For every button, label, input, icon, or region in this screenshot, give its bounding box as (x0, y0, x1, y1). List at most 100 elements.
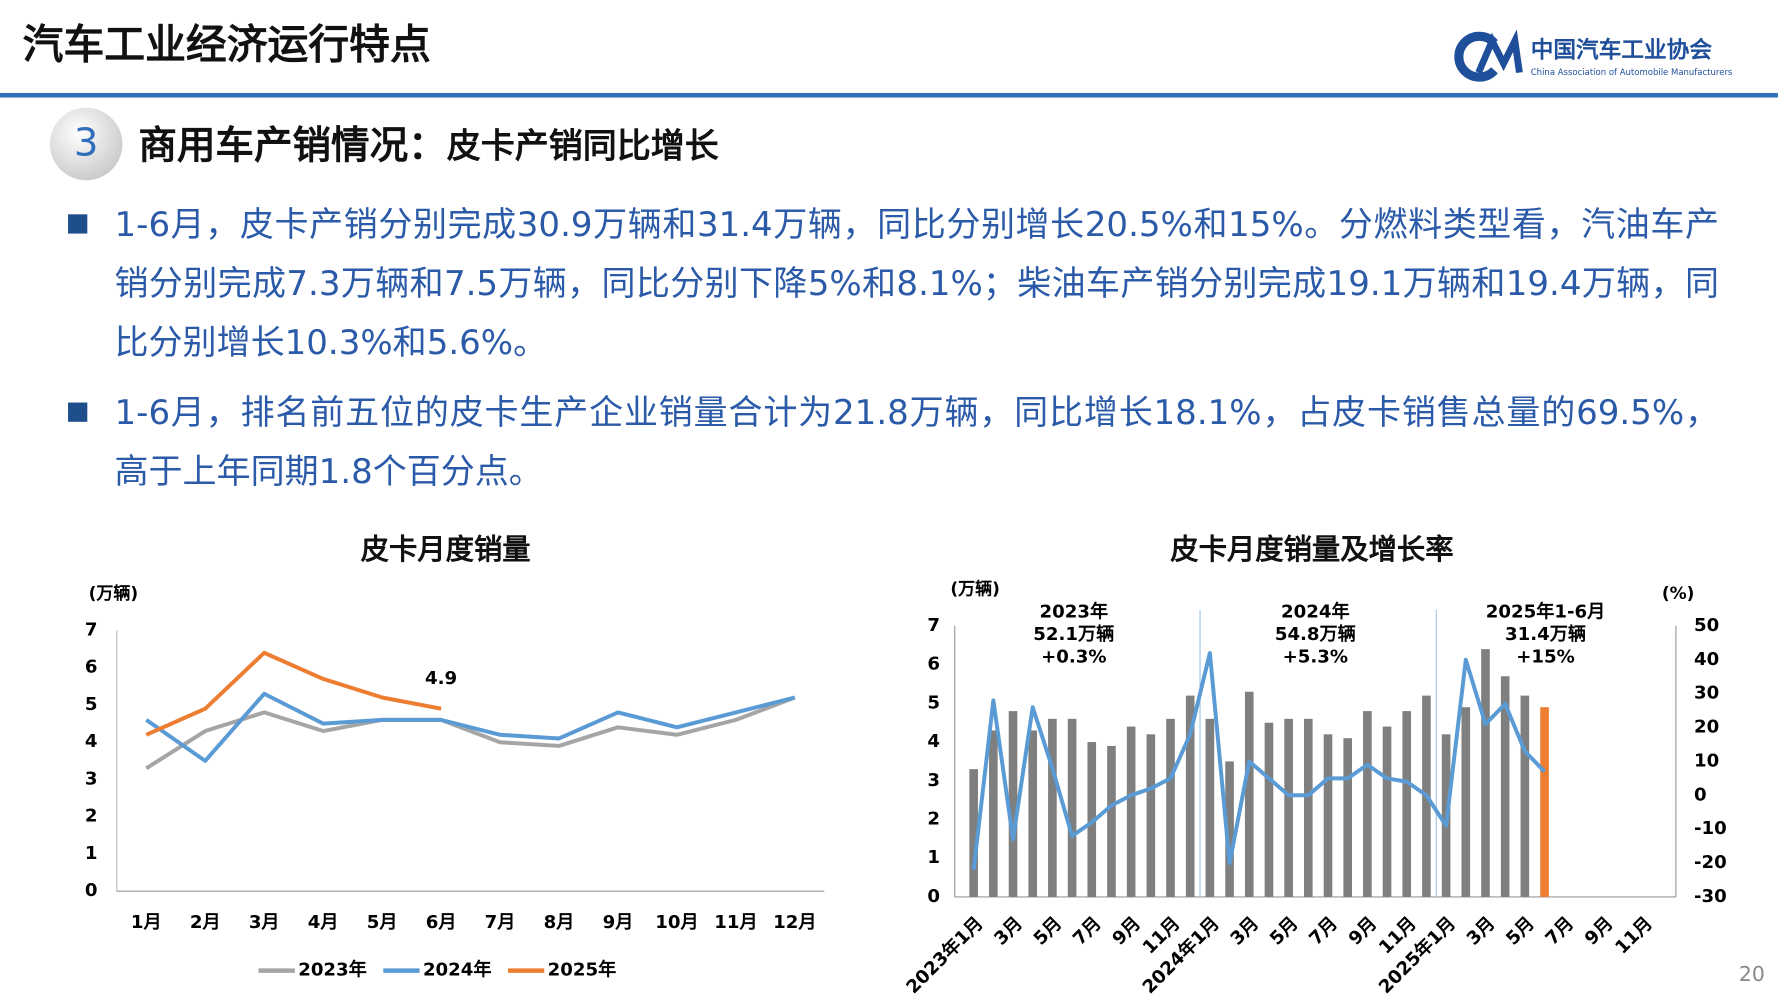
y-tick-label: 6 (927, 654, 940, 675)
x-tick-label: 5月 (367, 912, 398, 933)
bar (1402, 711, 1412, 897)
x-tick-label: 1月 (131, 912, 162, 933)
section-number: 3 (74, 121, 99, 166)
slide-title: 汽车工业经济运行特点 (23, 21, 431, 69)
section-heading: 商用车产销情况：皮卡产销同比增长 (138, 123, 718, 168)
y-axis-label: (万辆) (89, 583, 139, 604)
logo-m (1475, 29, 1523, 74)
x-tick-label: 3月 (1463, 913, 1500, 950)
x-tick-label: 7月 (1542, 913, 1579, 950)
heading-main: 商用车产销情况： (138, 123, 446, 168)
series-line (145, 650, 442, 737)
y2-tick-label: 0 (1694, 784, 1707, 805)
x-tick-label: 3月 (990, 913, 1027, 950)
x-tick-label: 11月 (1611, 913, 1657, 959)
bar (1107, 745, 1116, 897)
bar (1225, 761, 1234, 897)
x-tick-label: 10月 (655, 912, 698, 933)
x-tick-label: 3月 (1227, 913, 1264, 950)
x-tick-label: 4月 (308, 912, 339, 933)
bar (1126, 726, 1136, 897)
bar (1008, 711, 1018, 897)
bar (1067, 718, 1077, 897)
x-tick-label: 5月 (1502, 913, 1539, 950)
y2-tick-label: 50 (1694, 615, 1719, 636)
bullet-marker (68, 402, 88, 422)
y2-tick-label: 40 (1694, 649, 1719, 670)
y-tick-label: 4 (927, 731, 940, 752)
annotation: 2025年1-6月 (1486, 600, 1605, 622)
y-tick-label: 5 (927, 692, 940, 713)
bar (1264, 722, 1274, 897)
chart-title: 皮卡月度销量 (361, 533, 531, 566)
bar (1304, 718, 1313, 897)
bar (1087, 742, 1097, 897)
header-rule (0, 92, 1778, 98)
legend-label: 2025年 (548, 959, 617, 981)
chart-title: 皮卡月度销量及增长率 (1170, 533, 1453, 566)
annotation: 52.1万辆 (1033, 623, 1114, 645)
growth-line (971, 651, 1546, 871)
bar (1520, 695, 1530, 897)
x-tick-label: 7月 (1069, 913, 1106, 950)
x-tick-label: 2023年1月 (902, 912, 988, 998)
bar (1166, 718, 1175, 897)
x-tick-label: 11月 (714, 912, 757, 933)
y-tick-label: 2 (927, 808, 940, 829)
y-tick-label: 7 (85, 619, 98, 640)
bullet-text: 1-6月，皮卡产销分别完成30.9万辆和31.4万辆，同比分别增长20.5%和1… (114, 205, 1719, 363)
y-axis-label: (万辆) (950, 579, 1000, 600)
y-tick-label: 7 (927, 615, 940, 636)
bar (1500, 676, 1510, 897)
annotation: 2023年 (1040, 600, 1109, 622)
annotation: 31.4万辆 (1505, 623, 1586, 645)
x-tick-label: 9月 (603, 912, 634, 933)
y-tick-label: 1 (85, 843, 98, 864)
x-tick-label: 5月 (1266, 913, 1303, 950)
y2-tick-label: -30 (1694, 886, 1727, 907)
x-tick-label: 3月 (249, 912, 280, 933)
bullet-text: 1-6月，排名前五位的皮卡生产企业销量合计为21.8万辆，同比增长18.1%，占… (114, 393, 1719, 493)
bar (1146, 734, 1156, 897)
y2-tick-label: -10 (1694, 818, 1727, 839)
y-tick-label: 3 (927, 770, 940, 791)
x-tick-label: 7月 (1305, 913, 1342, 950)
bar (969, 769, 978, 897)
page-number: 20 (1739, 962, 1765, 986)
annotation: 54.8万辆 (1275, 623, 1356, 645)
heading-sub: 皮卡产销同比增长 (447, 126, 719, 166)
series-line (145, 691, 796, 763)
bar (1284, 718, 1293, 897)
bar (1048, 718, 1057, 897)
y-tick-label: 2 (85, 806, 98, 827)
legend-label: 2024年 (423, 959, 492, 981)
legend-label: 2023年 (298, 959, 367, 981)
x-tick-label: 5月 (1030, 913, 1067, 950)
annotation: +5.3% (1283, 647, 1348, 668)
bar (1481, 649, 1490, 897)
logo-en: China Association of Automobile Manufact… (1531, 68, 1733, 78)
annotation: 2024年 (1281, 600, 1350, 622)
series-line (145, 695, 796, 770)
annotation: +0.3% (1041, 647, 1106, 668)
x-tick-label: 12月 (773, 912, 816, 933)
x-tick-label: 7月 (485, 912, 516, 933)
bar (1540, 707, 1549, 897)
bar (1461, 707, 1471, 897)
annotation: +15% (1516, 647, 1575, 668)
y-tick-label: 6 (85, 657, 98, 678)
bar (989, 730, 998, 897)
y2-tick-label: 20 (1694, 717, 1719, 738)
y2-tick-label: 30 (1694, 683, 1719, 704)
bar (1028, 730, 1038, 897)
x-tick-label: 8月 (544, 912, 575, 933)
bar (1185, 695, 1195, 897)
x-tick-label: 2月 (190, 912, 221, 933)
x-tick-label: 6月 (426, 912, 457, 933)
section-badge (49, 107, 123, 181)
bar (1205, 718, 1215, 897)
y-tick-label: 4 (85, 731, 98, 752)
